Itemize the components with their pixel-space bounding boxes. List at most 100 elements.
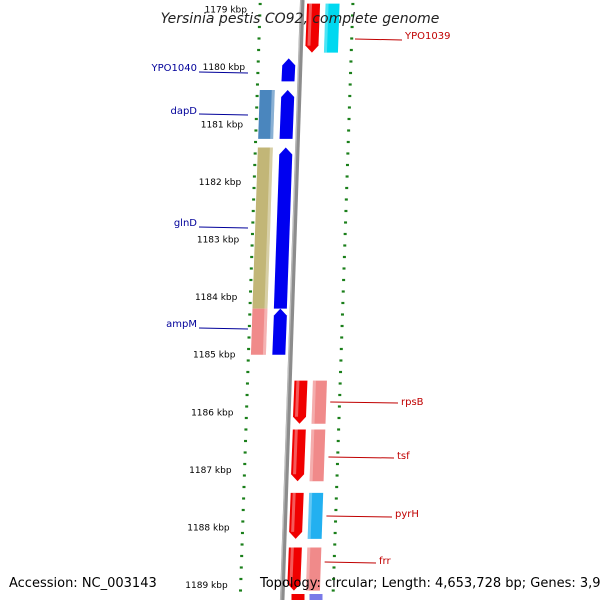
gene-label-dapD[interactable]: dapD: [170, 106, 197, 117]
scale-dot-right: [334, 508, 338, 512]
scale-dot-right: [335, 485, 339, 489]
map-title: Yersinia pestis CO92, complete genome: [161, 11, 440, 27]
cog-box-tsf: [309, 429, 326, 482]
kbp-tick-label: 1181 kbp: [201, 121, 244, 131]
scale-dot-left: [248, 301, 252, 305]
scale-dot-left: [256, 60, 260, 63]
scale-dot-right: [346, 140, 350, 144]
scale-dot-left: [245, 393, 249, 397]
cog-box-dapD: [258, 89, 275, 139]
scale-dot-left: [241, 520, 245, 523]
scale-dot-left: [242, 474, 246, 477]
scale-dot-right: [332, 566, 336, 569]
kbp-tick-label: 1184 kbp: [195, 293, 238, 303]
scale-dot-left: [242, 497, 246, 500]
scale-dot-right: [351, 2, 355, 6]
scale-dot-right: [348, 94, 352, 98]
scale-dot-right: [337, 405, 341, 408]
scale-dot-right: [334, 520, 338, 523]
scale-dots-layer: [239, 2, 355, 592]
kbp-tick-label: 1180 kbp: [203, 63, 246, 73]
gene-label-leader: [324, 561, 377, 564]
scale-dot-right: [342, 255, 346, 259]
gene-label-ampM[interactable]: ampM: [166, 319, 197, 330]
gene-label-leader: [354, 38, 403, 41]
scale-dot-right: [335, 462, 339, 466]
cog-box-shine: [270, 89, 275, 139]
scale-dot-left: [239, 589, 243, 592]
scale-dot-left: [251, 221, 255, 224]
scale-dot-right: [341, 290, 345, 293]
scale-dot-left: [254, 129, 258, 132]
gene-label-YPO1039[interactable]: YPO1039: [404, 31, 450, 42]
scale-dot-right: [342, 267, 346, 270]
gene-arrow-shine: [295, 380, 300, 417]
cog-box-shine: [305, 547, 311, 591]
scale-dot-right: [331, 589, 335, 592]
gene-arrow-shine: [307, 3, 313, 46]
scale-dot-right: [348, 83, 352, 86]
scale-dot-right: [338, 393, 342, 397]
cog-box-glnD: [252, 147, 273, 309]
scale-dot-left: [250, 244, 254, 247]
gene-label-tsf[interactable]: tsf: [397, 451, 410, 462]
scale-dot-left: [250, 232, 254, 236]
gene-label-glnD[interactable]: glnD: [174, 218, 197, 229]
scale-dot-right: [336, 439, 340, 443]
scale-dot-right: [345, 163, 349, 167]
scale-dot-right: [332, 554, 336, 558]
scale-dot-left: [240, 531, 244, 535]
scale-dot-right: [350, 14, 354, 17]
scale-dot-right: [350, 25, 354, 29]
scale-dot-left: [246, 370, 250, 374]
scale-dot-right: [347, 129, 351, 132]
scale-dot-left: [257, 25, 261, 29]
gene-label-leader: [198, 226, 249, 229]
scale-dot-left: [246, 359, 250, 362]
scale-dot-right: [340, 313, 344, 316]
scale-dot-right: [349, 71, 353, 75]
gene-arrow-tsf: [291, 429, 306, 482]
gene-label-pyrH[interactable]: pyrH: [395, 509, 419, 520]
gene-label-rpsB[interactable]: rpsB: [401, 397, 424, 408]
scale-dot-right: [344, 209, 348, 213]
gene-arrow-rpsB: [293, 380, 308, 424]
cog-box-shine: [311, 380, 316, 424]
scale-dot-left: [257, 37, 261, 40]
scale-dot-right: [349, 48, 353, 52]
scale-dot-right: [344, 221, 348, 224]
genome-backbone-highlight: [280, 0, 302, 600]
scale-dot-left: [249, 267, 253, 270]
scale-dot-left: [247, 336, 251, 339]
scale-dot-left: [247, 347, 251, 351]
scale-dot-left: [251, 209, 255, 213]
scale-dot-left: [252, 198, 256, 201]
scale-dot-right: [333, 543, 337, 546]
scale-dot-left: [244, 439, 248, 443]
scale-dot-right: [339, 359, 343, 362]
gene-arrow-frr: [287, 547, 302, 591]
gene-label-frr[interactable]: frr: [379, 556, 391, 567]
scale-dot-left: [252, 175, 256, 178]
gene-label-leader: [198, 327, 249, 330]
scale-dot-right: [337, 428, 341, 431]
scale-dot-left: [258, 14, 262, 17]
genome-backbone-line: [279, 0, 305, 600]
scale-dot-right: [340, 336, 344, 339]
gene-arrow-glnD: [273, 147, 293, 309]
scale-dot-left: [241, 508, 245, 512]
scale-dot-right: [346, 152, 350, 155]
gene-labels-layer: YPO1040 dapD glnD ampM YPO1039 rpsB tsf pyrH frr: [151, 31, 451, 567]
gene-arrow-dapD: [279, 89, 295, 139]
kbp-tick-label: 1186 kbp: [191, 408, 234, 418]
kbp-tick-labels-layer: 1179 kbp 1180 kbp 1181 kbp 1182 kbp 1183 kbp…: [185, 5, 247, 591]
gene-label-YPO1040[interactable]: YPO1040: [151, 63, 197, 74]
scale-dot-left: [244, 416, 248, 420]
scale-dot-left: [247, 324, 251, 328]
scale-dot-right: [341, 301, 345, 305]
scale-dot-left: [239, 577, 243, 581]
gene-label-leader: [198, 71, 249, 74]
kbp-tick-label: 1185 kbp: [193, 351, 236, 361]
scale-dot-left: [239, 566, 243, 569]
